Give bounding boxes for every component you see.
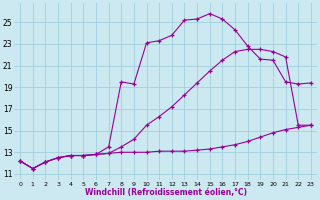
X-axis label: Windchill (Refroidissement éolien,°C): Windchill (Refroidissement éolien,°C) xyxy=(84,188,246,197)
